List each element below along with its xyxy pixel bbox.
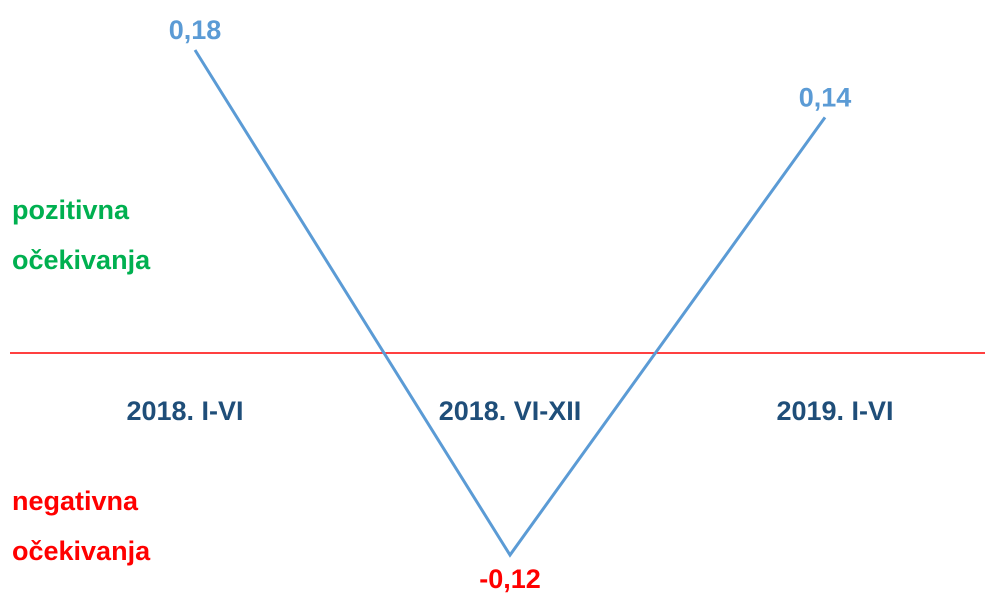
line [193,49,827,558]
annotation: očekivanja [12,536,151,566]
x-tick-label: 2019. I-VI [776,396,893,426]
annotation: pozitivna [12,195,130,225]
x-tick-label: 2018. VI-XII [439,396,582,426]
data-label: 0,14 [799,82,852,112]
x-tick-label: 2018. I-VI [126,396,243,426]
data-label: -0,12 [479,564,541,594]
annotation: negativna [12,486,139,516]
data-label: 0,18 [169,15,222,45]
annotation: očekivanja [12,245,151,275]
